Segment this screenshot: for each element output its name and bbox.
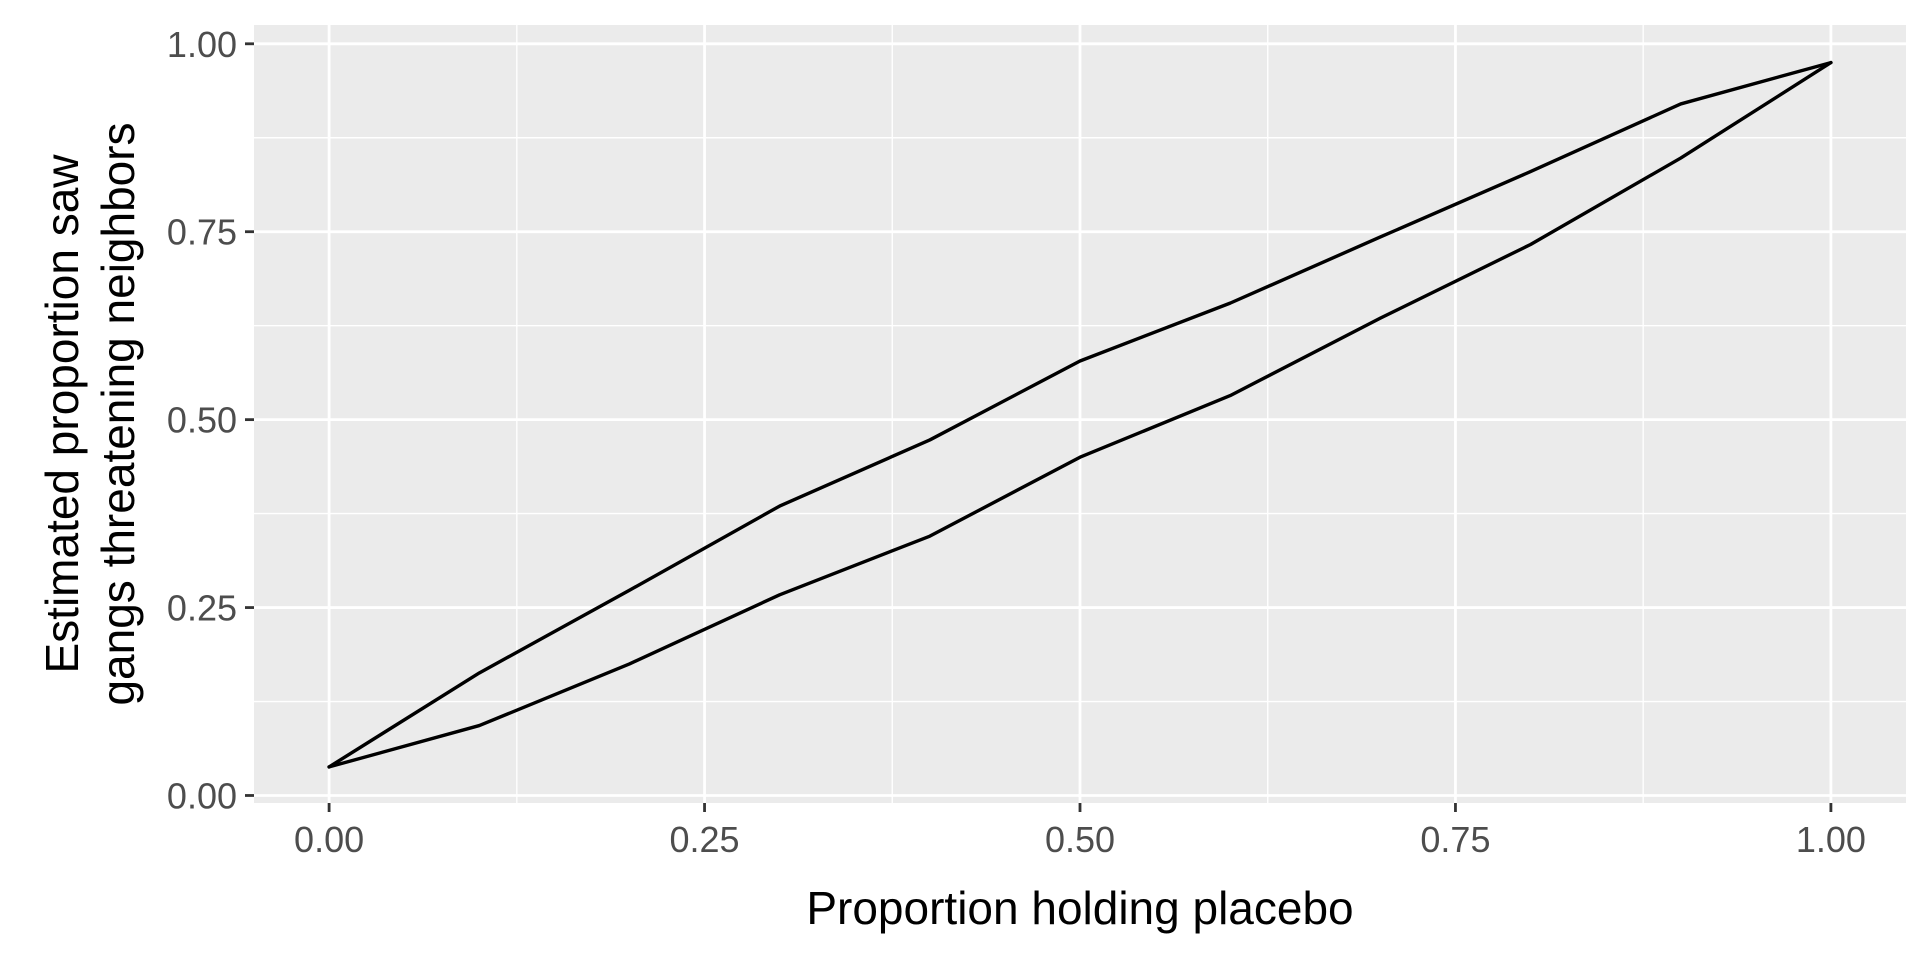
- x-tick-label: 0.75: [1420, 819, 1490, 860]
- y-tick-label: 0.25: [167, 588, 237, 629]
- y-tick-label: 0.75: [167, 212, 237, 253]
- y-tick-label: 1.00: [167, 24, 237, 65]
- x-axis-title: Proportion holding placebo: [806, 882, 1353, 934]
- series-layer: [327, 60, 1833, 769]
- x-axis: 0.00 0.25 0.50 0.75 1.00: [294, 803, 1866, 860]
- y-axis: 0.00 0.25 0.50 0.75 1.00: [167, 24, 254, 816]
- x-tick-label: 0.00: [294, 819, 364, 860]
- y-axis-title: Estimated proportion saw gangs threateni…: [36, 122, 144, 705]
- x-tick-label: 0.25: [670, 819, 740, 860]
- x-tick-label: 0.50: [1045, 819, 1115, 860]
- y-axis-title-line-1: Estimated proportion saw: [36, 154, 88, 674]
- y-tick-label: 0.50: [167, 400, 237, 441]
- x-tick-label: 1.00: [1796, 819, 1866, 860]
- y-tick-label: 0.00: [167, 775, 237, 816]
- y-axis-title-line-2: gangs threatening neighbors: [92, 122, 144, 705]
- grid-major: [254, 25, 1906, 803]
